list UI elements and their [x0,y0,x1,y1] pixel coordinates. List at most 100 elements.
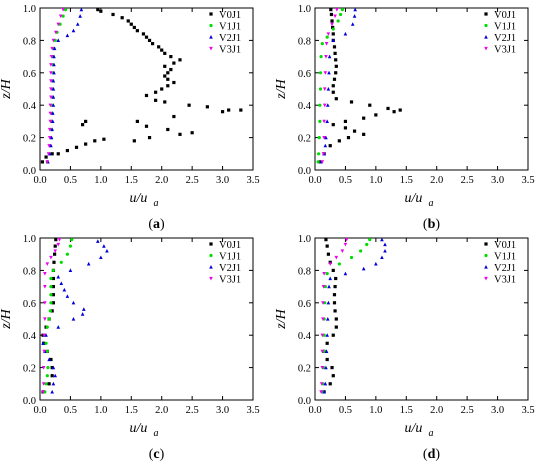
data-point [333,51,337,55]
data-point [41,366,46,370]
data-point [49,276,53,281]
data-point [338,12,343,17]
x-tick-label: 1.5 [400,175,413,186]
data-point [343,31,348,36]
plot-frame [39,7,254,171]
data-point [51,38,56,43]
data-point [49,71,53,75]
data-point [328,262,333,266]
data-point [321,317,325,321]
y-tick-label: 0.4 [23,331,37,342]
data-point [49,301,53,305]
x-tick-label: 2.0 [155,405,168,416]
data-point [45,262,50,266]
x-tick-label: 3.5 [246,405,259,416]
legend-marker [209,242,213,246]
y-tick-label: 0.0 [298,166,311,177]
x-tick-label: 1.5 [400,405,413,416]
legend-marker [209,35,213,39]
data-point [331,374,335,378]
y-tick-label: 0.6 [298,69,311,80]
legend-marker [484,35,488,39]
x-tick-label: 3.0 [216,175,229,186]
x-tick-label: 0.0 [308,405,321,416]
data-point [51,103,56,107]
x-axis-title: u/u [405,421,423,436]
y-tick-label: 0.2 [23,364,36,375]
series-V3J1 [319,238,349,394]
legend-label: V1J1 [494,22,516,33]
data-point [332,293,337,297]
data-point [51,381,56,386]
data-point [41,382,46,386]
y-tick-label: 0.4 [23,101,37,112]
data-point [340,249,345,253]
data-point [147,38,152,42]
data-point [52,62,56,67]
data-point [374,261,378,266]
y-tick-label: 1.0 [298,4,311,15]
data-point [44,333,48,337]
chart-panel-d: 0.0 0.5 1.0 1.5 2.0 2.5 3.0 3.5 0.0 0.2 0.4 0.6 0.8 1… [274,234,535,461]
data-point [359,249,363,253]
data-point [50,127,54,132]
data-point [331,27,335,31]
data-point [86,261,91,266]
data-point [132,25,136,30]
data-point [398,108,402,112]
data-point [48,103,53,108]
data-point [154,90,158,94]
legend-label: V2J1 [494,33,516,44]
data-point [383,248,387,253]
y-axis-title: z/H [0,308,14,329]
data-point [41,341,45,345]
series-V1J1 [43,238,74,394]
data-point [329,12,334,17]
x-axis-title: u/u [405,191,423,206]
x-tick-label: 1.0 [369,175,382,186]
y-tick-label: 1.0 [23,234,36,245]
data-point [49,135,54,140]
data-point [79,7,84,12]
data-point [51,268,55,272]
data-point [322,272,326,276]
data-point [325,317,330,321]
data-point [129,22,133,26]
y-axis-title: z/H [0,78,14,99]
data-point [43,272,47,276]
data-point [45,374,49,378]
data-point [325,103,330,107]
data-point [318,119,322,123]
y-axis-title: z/H [274,78,289,99]
data-point [172,61,176,65]
data-point [54,30,58,35]
data-point [54,238,58,242]
data-point [343,119,348,123]
legend-label: V0J1 [494,240,516,251]
data-point [169,67,173,72]
x-tick-label: 0.5 [339,175,352,186]
data-point [163,100,167,104]
data-point [96,8,100,12]
data-point [318,103,322,107]
y-tick-label: 0.2 [298,364,311,375]
data-point [80,312,85,316]
data-point [52,70,56,75]
data-point [70,238,74,242]
data-point [78,14,82,18]
data-point [51,87,56,91]
data-point [53,252,57,256]
panel-label-close: ) [435,447,440,461]
data-point [52,260,56,264]
y-tick-label: 0.6 [23,69,36,80]
panel-label-letter: b [428,217,436,232]
data-point [42,333,47,338]
data-point [49,55,54,59]
data-point [45,349,49,353]
data-point [325,119,329,123]
x-tick-label: 2.0 [430,405,443,416]
data-point [48,309,52,313]
data-point [322,136,326,140]
series-V0J1 [40,8,243,164]
